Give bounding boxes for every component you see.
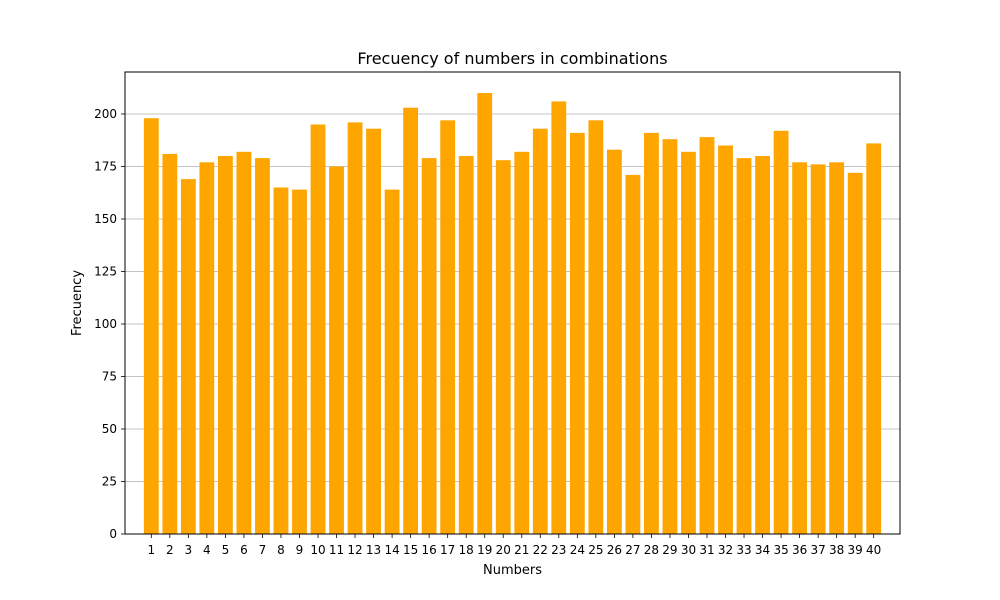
y-tick-label: 125 [94,265,117,279]
bar-26 [606,149,622,534]
bar-15 [403,107,419,534]
bar-12 [347,122,363,535]
y-tick-label: 100 [94,317,117,331]
x-tick-label: 8 [277,543,285,557]
x-tick-label: 9 [296,543,304,557]
bar-2 [162,153,178,534]
bar-33 [736,158,752,534]
bar-23 [551,101,567,535]
y-axis-ticks: 0 25 50 75 100 125 150 175 200 [94,107,125,541]
plot-frame [124,71,901,535]
x-tick-label: 10 [310,543,325,557]
bar-8 [273,187,289,534]
x-tick-label: 4 [203,543,211,557]
x-tick-label: 17 [440,543,455,557]
x-tick-label: 23 [551,543,566,557]
x-tick-label: 2 [166,543,174,557]
bar-21 [514,151,530,535]
bar-16 [421,158,437,534]
x-tick-label: 6 [240,543,248,557]
bar-13 [366,128,381,534]
x-tick-label: 3 [185,543,193,557]
bar-10 [310,124,326,534]
bar-38 [829,162,845,535]
bar-3 [180,179,196,534]
x-tick-label: 39 [848,543,863,557]
x-tick-label: 35 [773,543,788,557]
x-axis-ticks: 1 2 3 4 5 6 7 8 9 10 11 12 13 14 15 16 17 18 19 20 21 22 23 24 2… [147,534,881,557]
x-tick-label: 38 [829,543,844,557]
bar-24 [569,132,585,534]
x-tick-label: 36 [792,543,807,557]
x-tick-label: 21 [514,543,529,557]
y-tick-label: 0 [109,527,117,541]
bar-5 [217,156,233,534]
x-tick-label: 29 [662,543,677,557]
bar-37 [810,164,826,534]
x-tick-label: 16 [422,543,437,557]
x-tick-label: 25 [588,543,603,557]
x-tick-label: 11 [329,543,344,557]
x-tick-label: 37 [810,543,825,557]
y-axis-label: Frecuency [70,270,85,336]
x-tick-label: 26 [607,543,622,557]
y-tick-label: 25 [102,475,117,489]
bar-25 [588,120,604,535]
x-tick-label: 20 [496,543,511,557]
y-tick-label: 150 [94,212,117,226]
x-tick-label: 24 [570,543,585,557]
x-tick-label: 30 [681,543,696,557]
bar-11 [329,166,344,534]
bar-32 [718,145,733,534]
bar-7 [255,158,270,534]
x-tick-label: 1 [147,543,155,557]
x-tick-label: 19 [477,543,492,557]
y-tick-label: 200 [94,107,117,121]
bar-28 [644,132,659,534]
bar-14 [384,189,400,534]
y-tick-label: 50 [102,422,117,436]
x-tick-label: 12 [347,543,362,557]
x-tick-label: 5 [222,543,230,557]
x-tick-label: 22 [533,543,548,557]
bar-30 [681,151,696,535]
x-tick-label: 33 [736,543,751,557]
bar-39 [847,172,863,535]
bar-20 [495,160,511,534]
bar-1 [143,118,159,534]
x-tick-label: 32 [718,543,733,557]
x-tick-label: 27 [625,543,640,557]
bar-9 [292,189,307,534]
y-tick-label: 75 [102,370,117,384]
x-tick-label: 34 [755,543,770,557]
bar-22 [532,128,548,534]
x-tick-label: 28 [644,543,659,557]
x-tick-label: 14 [384,543,399,557]
chart-title: Frecuency of numbers in combinations [357,49,667,68]
x-tick-label: 15 [403,543,418,557]
bars [143,93,882,535]
bar-6 [236,151,252,535]
bar-18 [458,156,474,534]
x-tick-label: 40 [866,543,881,557]
bar-40 [866,143,882,534]
bar-17 [440,120,456,535]
bar-19 [477,93,493,534]
x-tick-label: 18 [459,543,474,557]
bar-36 [792,162,808,535]
bar-31 [699,137,715,534]
bar-27 [625,174,641,534]
x-tick-label: 31 [699,543,714,557]
bar-29 [662,139,678,534]
x-tick-label: 13 [366,543,381,557]
bar-35 [773,130,789,535]
bar-34 [755,156,770,534]
x-axis-label: Numbers [483,563,542,578]
bar-4 [199,162,215,535]
x-tick-label: 7 [259,543,267,557]
y-tick-label: 175 [94,160,117,174]
